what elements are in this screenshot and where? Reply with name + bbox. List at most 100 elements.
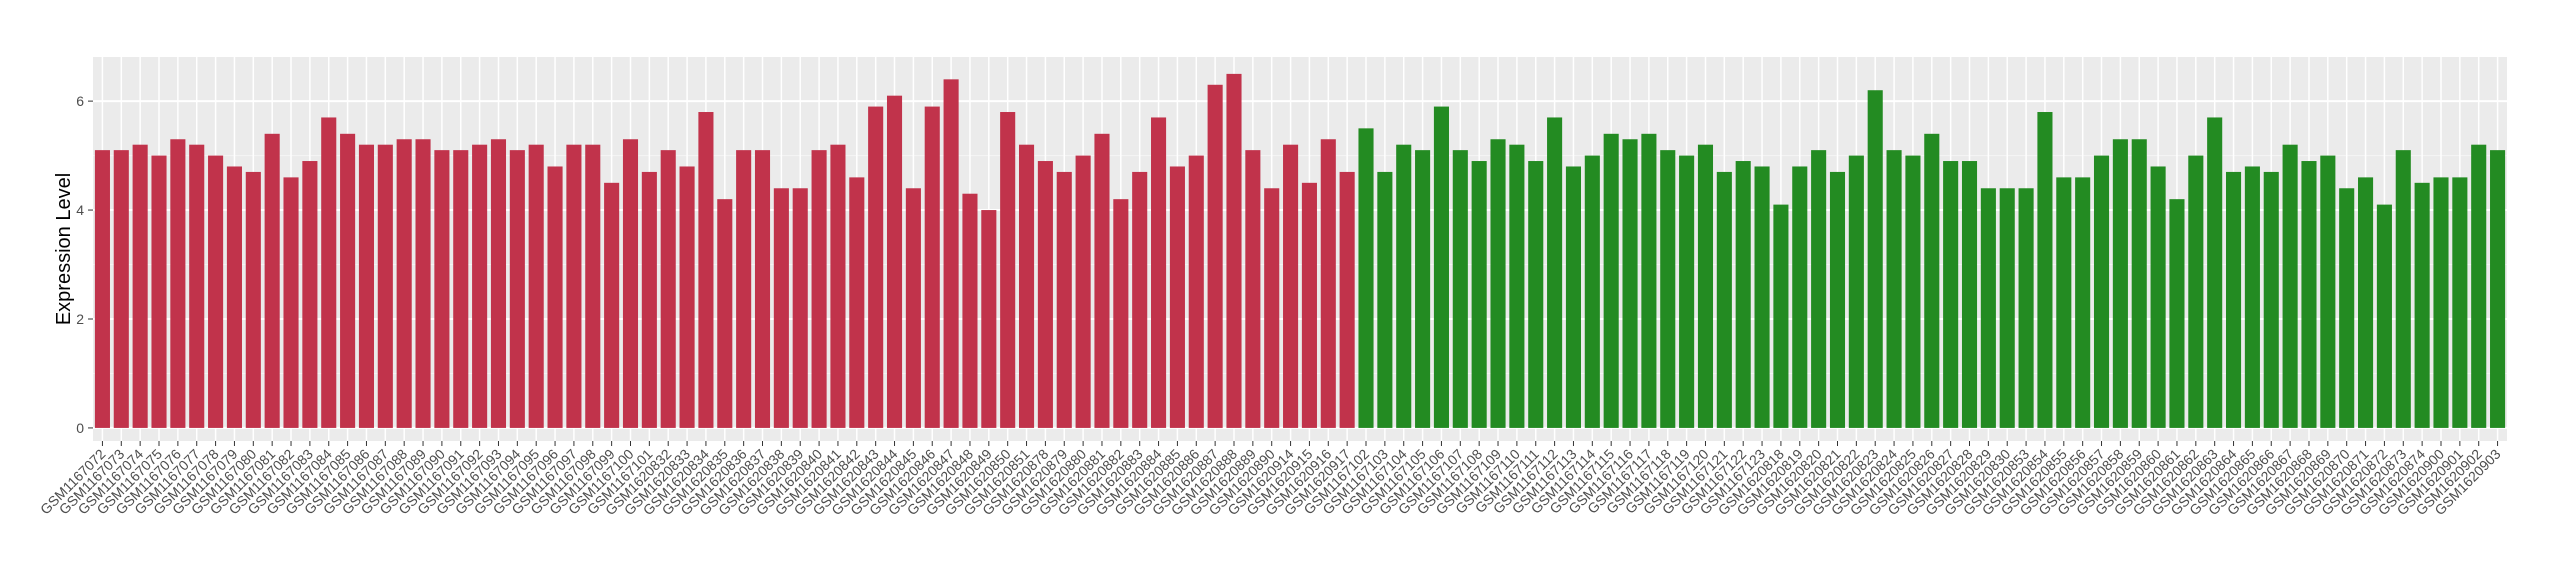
bar (2339, 188, 2355, 428)
bar (1811, 150, 1827, 428)
bar (1697, 144, 1714, 428)
bar (264, 133, 280, 428)
bar (622, 139, 639, 428)
bar (1754, 166, 1770, 428)
bar (1829, 171, 1846, 428)
bar (1433, 106, 1449, 428)
bar (566, 144, 582, 428)
bar (1452, 150, 1468, 428)
bar (358, 144, 375, 428)
bar (396, 139, 412, 428)
bar (811, 150, 827, 428)
bar (736, 150, 752, 428)
bar (340, 133, 356, 428)
bar (1999, 188, 2015, 428)
bar (1679, 155, 1695, 428)
bar (1094, 133, 1110, 428)
bar (2112, 139, 2128, 428)
bar (849, 177, 865, 428)
bar (1471, 161, 1487, 428)
bar (2433, 177, 2449, 428)
bar (2395, 150, 2411, 428)
y-tick-label: 2 (76, 311, 84, 327)
bar (2188, 155, 2204, 428)
bar (453, 150, 469, 428)
y-tick-label: 0 (76, 420, 84, 436)
bar (509, 150, 525, 428)
bar (2358, 177, 2374, 428)
bar (1151, 117, 1167, 428)
bar (1415, 150, 1431, 428)
bar (660, 150, 676, 428)
bar (981, 210, 997, 428)
bar (868, 106, 884, 428)
bar (604, 182, 620, 428)
bar (2471, 144, 2487, 428)
bar (1037, 161, 1053, 428)
bar (2452, 177, 2468, 428)
bar (905, 188, 921, 428)
bar (2150, 166, 2166, 428)
y-tick-label: 4 (76, 202, 84, 218)
bar (2282, 144, 2298, 428)
bar (886, 95, 903, 428)
bar (2414, 182, 2430, 428)
bar (2207, 117, 2223, 428)
bar (415, 139, 431, 428)
bar (2244, 166, 2260, 428)
bar (2490, 150, 2506, 428)
bar (1622, 139, 1638, 428)
bar (1547, 117, 1563, 428)
bar (1018, 144, 1035, 428)
bar (1848, 155, 1864, 428)
bar (1188, 155, 1204, 428)
bar (679, 166, 695, 428)
bar (962, 193, 978, 428)
bar (1490, 139, 1506, 428)
bar (2320, 155, 2336, 428)
bar (1075, 155, 1091, 428)
bar (943, 79, 959, 428)
bar (1584, 155, 1600, 428)
y-tick-label: 6 (76, 93, 84, 109)
bar (2376, 204, 2392, 428)
bar (1867, 90, 1883, 428)
bar (1924, 133, 1940, 428)
bar (1603, 133, 1619, 428)
bar (547, 166, 563, 428)
y-axis-label: Expression Level (53, 173, 75, 325)
bar (1961, 161, 1978, 428)
bar (1980, 188, 1996, 428)
bar (773, 188, 789, 428)
bar (1207, 84, 1223, 428)
bar (132, 144, 148, 428)
bar (754, 150, 771, 428)
bar (189, 144, 205, 428)
bar (641, 171, 657, 428)
bar (924, 106, 940, 428)
bar (1056, 171, 1072, 428)
bar (1396, 144, 1412, 428)
bar (321, 117, 337, 428)
bar (2093, 155, 2110, 428)
bar (2018, 188, 2034, 428)
bar (1132, 171, 1148, 428)
bar (2056, 177, 2072, 428)
bar (1245, 150, 1261, 428)
bar (2169, 199, 2185, 428)
bar (226, 166, 242, 428)
bar (1113, 199, 1129, 428)
bar (1169, 166, 1185, 428)
bar (1283, 144, 1299, 428)
bar (1509, 144, 1525, 428)
bar (1301, 182, 1317, 428)
bar (113, 150, 129, 428)
bar (472, 144, 488, 428)
bar (2131, 139, 2147, 428)
bar (2075, 177, 2091, 428)
bar (302, 161, 318, 428)
bar (1000, 112, 1016, 428)
bar (1226, 73, 1242, 428)
bar (2263, 171, 2279, 428)
